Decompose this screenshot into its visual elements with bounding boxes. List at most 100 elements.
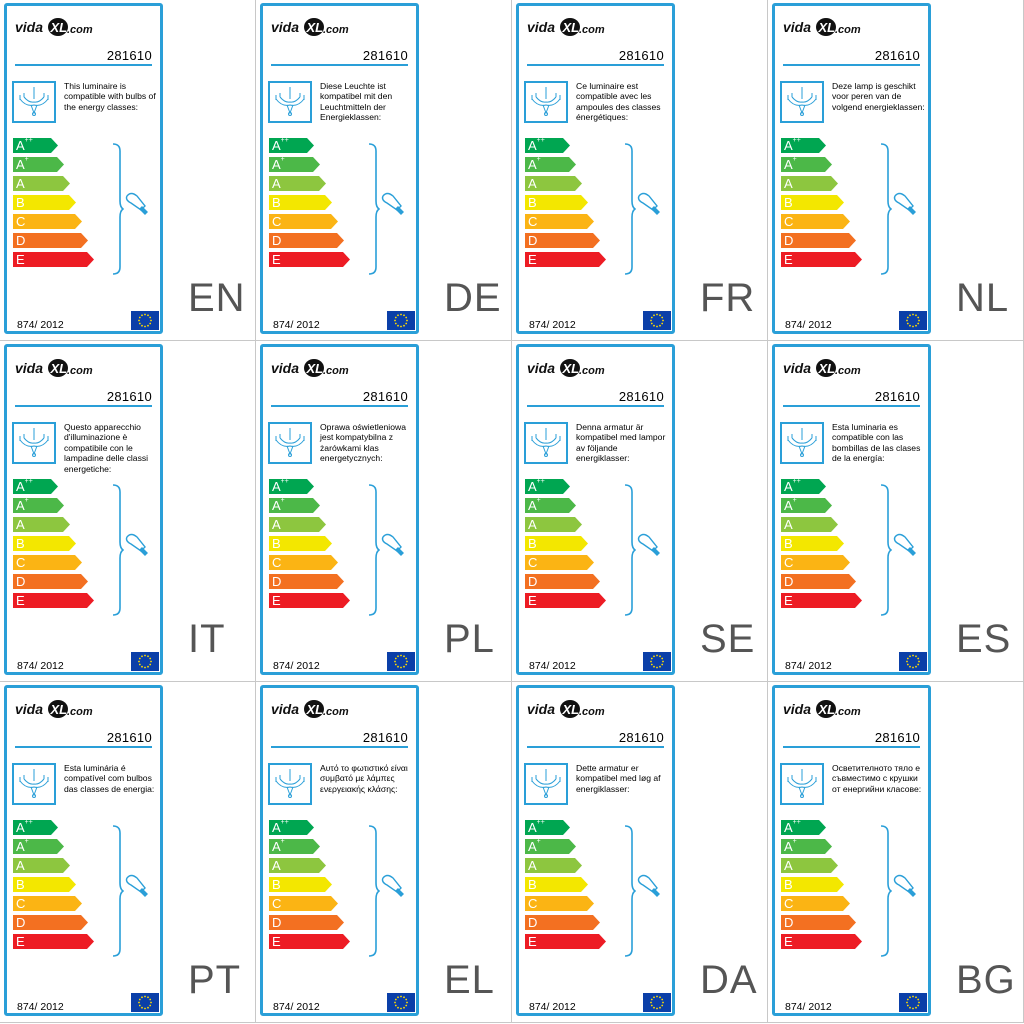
- energy-class-bar: C: [13, 555, 83, 570]
- energy-class-label: A++: [272, 478, 289, 494]
- light-bulb-icon: [636, 192, 664, 223]
- chandelier-icon: [12, 422, 56, 464]
- energy-class-label: E: [784, 593, 793, 608]
- energy-class-label: D: [784, 574, 794, 589]
- energy-class-bar: B: [781, 195, 845, 210]
- product-code: 281610: [618, 48, 664, 63]
- product-code: 281610: [106, 48, 152, 63]
- svg-text:XL: XL: [562, 702, 580, 717]
- energy-class-label: A++: [272, 137, 289, 153]
- energy-class-label: C: [784, 214, 794, 229]
- energy-class-bar: A+: [269, 156, 321, 172]
- class-range-bracket: [112, 825, 125, 962]
- energy-class-bar: E: [781, 593, 863, 608]
- eu-flag-icon: [131, 993, 159, 1012]
- eu-flag-icon: [131, 311, 159, 330]
- energy-label-panel-pt: vida XL .com 281610 Esta: [0, 682, 256, 1023]
- energy-class-bar: D: [781, 915, 857, 930]
- vidaxl-logo: vida XL .com: [15, 358, 105, 378]
- energy-class-bar: E: [13, 934, 95, 949]
- energy-class-label: A+: [272, 156, 285, 172]
- energy-label-panel-fr: vida XL .com 281610 Ce lu: [512, 0, 768, 341]
- svg-text:.com: .com: [323, 706, 349, 718]
- product-code: 281610: [874, 389, 920, 404]
- eu-flag-icon: [387, 311, 415, 330]
- class-range-bracket: [368, 484, 381, 621]
- energy-class-label: A+: [16, 838, 29, 854]
- light-bulb-icon: [380, 874, 408, 905]
- energy-class-label: D: [784, 233, 794, 248]
- light-bulb-icon: [124, 192, 152, 223]
- svg-text:vida: vida: [15, 701, 43, 717]
- energy-class-label: C: [528, 555, 538, 570]
- energy-class-label: C: [784, 555, 794, 570]
- class-range-bracket: [624, 484, 637, 621]
- energy-class-label: B: [272, 195, 281, 210]
- energy-class-label: E: [528, 252, 537, 267]
- energy-class-bar: A: [781, 176, 839, 191]
- light-bulb-icon: [380, 192, 408, 223]
- chandelier-icon: [268, 81, 312, 123]
- energy-class-label: A: [784, 858, 793, 873]
- chandelier-icon: [268, 422, 312, 464]
- energy-class-bar: B: [269, 536, 333, 551]
- chandelier-icon: [524, 422, 568, 464]
- energy-class-bar: B: [525, 536, 589, 551]
- energy-class-label: A+: [528, 156, 541, 172]
- energy-class-label: A: [272, 517, 281, 532]
- class-range-bracket: [112, 484, 125, 621]
- svg-text:vida: vida: [15, 360, 43, 376]
- energy-class-label: C: [272, 896, 282, 911]
- energy-class-bar: C: [525, 555, 595, 570]
- energy-class-label: B: [16, 877, 25, 892]
- energy-class-bar: D: [13, 915, 89, 930]
- energy-class-label: A+: [528, 497, 541, 513]
- energy-class-bar: B: [781, 536, 845, 551]
- divider: [783, 405, 920, 407]
- energy-class-label: D: [16, 233, 26, 248]
- energy-class-bar: A++: [525, 819, 571, 835]
- energy-class-label: D: [784, 915, 794, 930]
- compatibility-text: This luminaire is compatible with bulbs …: [64, 81, 156, 112]
- light-bulb-icon: [636, 874, 664, 905]
- energy-class-label: E: [16, 593, 25, 608]
- svg-text:.com: .com: [323, 24, 349, 36]
- svg-text:vida: vida: [15, 19, 43, 35]
- svg-text:vida: vida: [527, 701, 555, 717]
- chandelier-icon: [12, 81, 56, 123]
- regulation-number: 874/ 2012: [17, 319, 64, 331]
- eu-flag-icon: [899, 652, 927, 671]
- svg-text:.com: .com: [579, 365, 605, 377]
- energy-class-bar: A+: [13, 156, 65, 172]
- energy-class-bar: C: [781, 555, 851, 570]
- energy-class-bar: E: [269, 593, 351, 608]
- energy-class-label: B: [16, 536, 25, 551]
- energy-class-bar: E: [525, 934, 607, 949]
- energy-class-bar: A: [525, 176, 583, 191]
- energy-class-label: D: [528, 915, 538, 930]
- energy-class-label: D: [16, 915, 26, 930]
- chandelier-icon: [780, 763, 824, 805]
- class-range-bracket: [112, 143, 125, 280]
- energy-class-bar: A+: [781, 497, 833, 513]
- energy-class-label: C: [272, 214, 282, 229]
- energy-class-bar: A+: [525, 497, 577, 513]
- divider: [15, 64, 152, 66]
- energy-class-bar: C: [525, 896, 595, 911]
- energy-class-bar: A++: [13, 137, 59, 153]
- light-bulb-icon: [892, 874, 920, 905]
- energy-class-bar: B: [13, 877, 77, 892]
- energy-class-scale: A++ A+ A B C D E: [269, 478, 351, 612]
- energy-class-label: A: [16, 858, 25, 873]
- energy-class-label: C: [528, 214, 538, 229]
- energy-class-label: A: [528, 858, 537, 873]
- energy-class-bar: A++: [781, 819, 827, 835]
- energy-class-label: D: [272, 574, 282, 589]
- energy-class-label: D: [272, 233, 282, 248]
- regulation-number: 874/ 2012: [17, 660, 64, 672]
- energy-class-scale: A++ A+ A B C D E: [781, 819, 863, 953]
- regulation-number: 874/ 2012: [273, 660, 320, 672]
- language-code: EL: [444, 958, 495, 1002]
- energy-label-card: vida XL .com 281610 Dette: [516, 685, 675, 1016]
- energy-label-card: vida XL .com 281610 Αυτό: [260, 685, 419, 1016]
